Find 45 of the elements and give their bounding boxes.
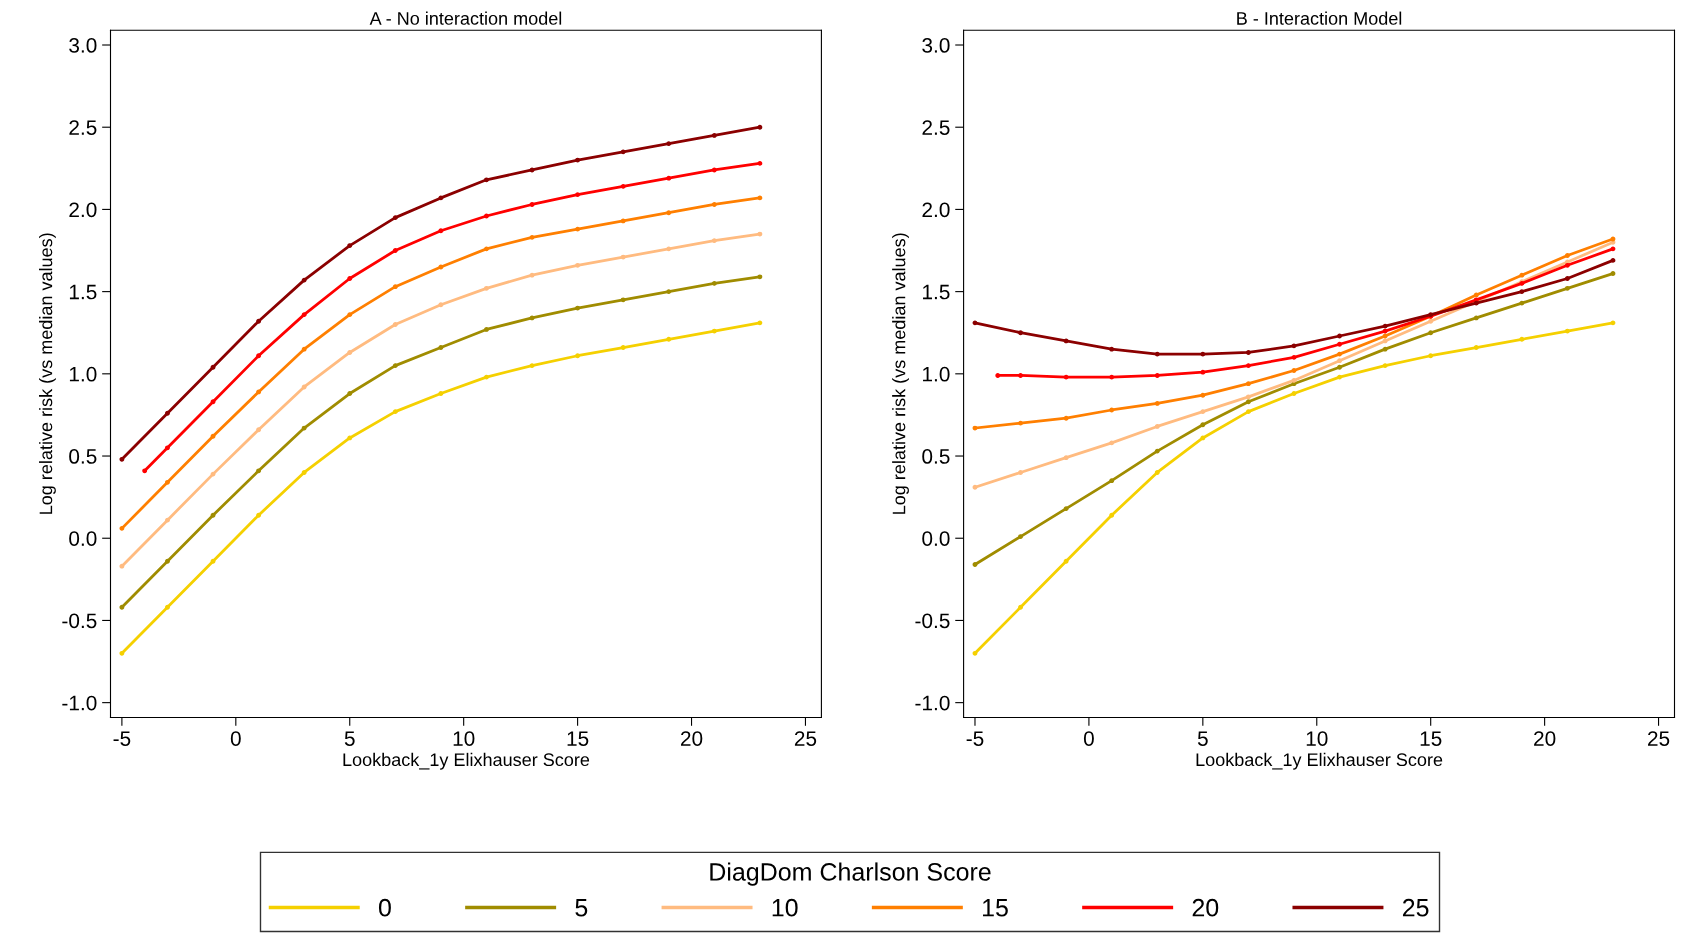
y-tick-label: 1.5 <box>69 284 97 300</box>
x-tick-label: 5 <box>1197 731 1208 746</box>
y-tick-label: -0.5 <box>62 613 97 629</box>
chart-title: B - Interaction Model <box>1237 11 1402 25</box>
y-tick-label: -1.0 <box>62 695 97 711</box>
x-tick-label: -5 <box>113 731 131 746</box>
x-tick-label: 5 <box>344 731 355 746</box>
x-tick-label: 20 <box>1534 731 1556 746</box>
x-tick-label: 20 <box>680 731 703 746</box>
chart-title: A - No interaction model <box>369 11 562 25</box>
y-tick-label: 0.5 <box>69 449 97 464</box>
y-tick-label: 1.0 <box>69 366 97 382</box>
y-tick-label: 1.0 <box>923 366 950 382</box>
y-tick-label: -1.0 <box>915 695 950 711</box>
x-tick-label: 15 <box>567 731 589 746</box>
y-tick-label: 2.0 <box>69 202 97 218</box>
x-tick-label: 25 <box>1648 731 1670 746</box>
y-tick-label: 3.0 <box>69 38 97 53</box>
x-axis-title: Lookback_1y Elixhauser Score <box>1196 752 1443 770</box>
y-tick-label: 0.5 <box>922 449 950 464</box>
legend-label: 0 <box>378 898 391 917</box>
x-tick-label: 25 <box>794 731 817 746</box>
y-tick-label: 2.5 <box>922 120 950 135</box>
legend-label: 10 <box>772 898 798 917</box>
legend-label: 20 <box>1192 898 1219 917</box>
x-tick-label: 0 <box>230 731 241 746</box>
y-tick-label: 0.0 <box>922 531 950 546</box>
x-axis-title: Lookback_1y Elixhauser Score <box>343 752 590 770</box>
legend-title: DiagDom Charlson Score <box>710 862 991 886</box>
x-tick-label: 10 <box>453 731 475 746</box>
x-tick-label: -5 <box>966 731 984 746</box>
y-tick-label: -0.5 <box>915 613 950 629</box>
x-tick-label: 15 <box>1420 731 1442 746</box>
y-tick-label: 1.5 <box>923 284 950 300</box>
y-axis-title: Log relative risk (vs median values) <box>39 233 56 514</box>
y-tick-label: 2.5 <box>69 120 97 135</box>
y-axis-title: Log relative risk (vs median values) <box>892 233 909 514</box>
legend-label: 25 <box>1402 898 1429 917</box>
legend-label: 15 <box>983 899 1008 917</box>
x-tick-label: 10 <box>1306 731 1328 746</box>
y-tick-label: 2.0 <box>922 202 950 218</box>
y-tick-label: 0.0 <box>69 531 97 546</box>
x-tick-label: 0 <box>1083 731 1094 746</box>
y-tick-label: 3.0 <box>922 38 950 53</box>
legend-label: 5 <box>575 899 588 917</box>
